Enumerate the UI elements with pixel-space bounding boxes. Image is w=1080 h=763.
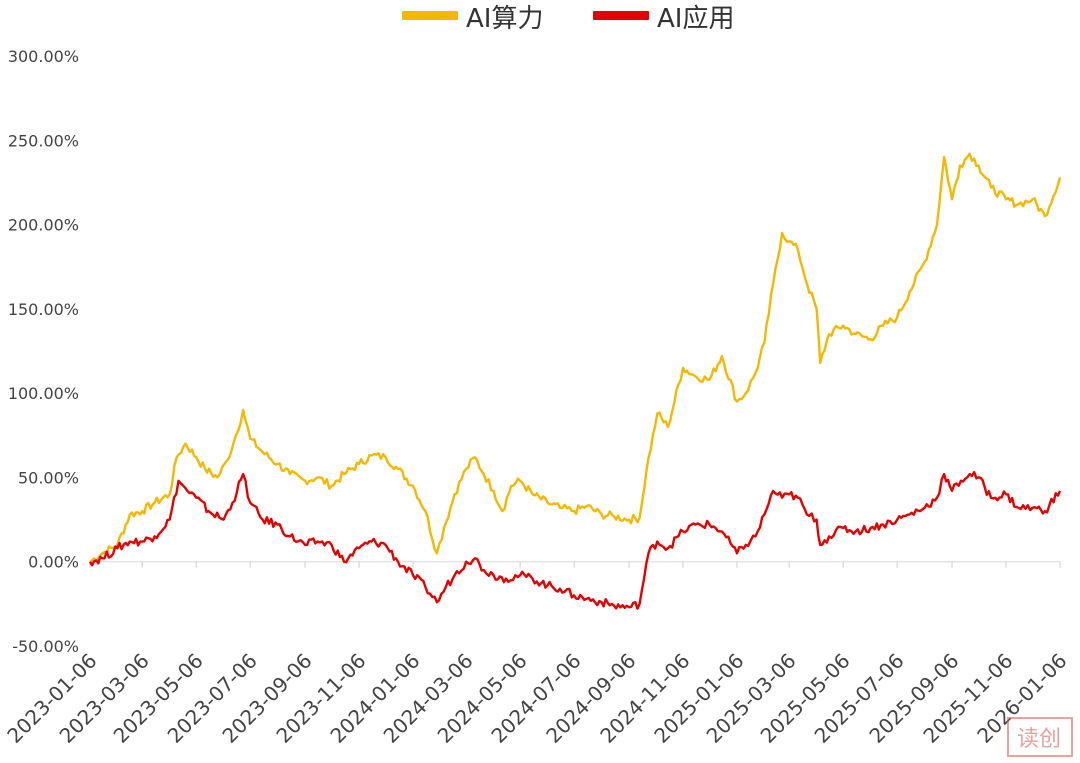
x-axis-ticks: 2023-01-062023-03-062023-05-062023-07-06…: [2, 561, 1072, 748]
legend-swatch-ai-application: [593, 11, 649, 20]
legend-swatch-ai-compute: [402, 11, 458, 20]
legend-item-ai-compute[interactable]: AI算力: [402, 4, 543, 34]
y-tick-label: 250.00%: [8, 131, 79, 150]
y-axis-ticks: 300.00% 250.00% 200.00% 150.00% 100.00% 50.00…: [8, 47, 79, 656]
legend-label-ai-application: AI应用: [657, 4, 734, 34]
y-tick-label: 300.00%: [8, 47, 79, 66]
y-tick-label: 0.00%: [28, 553, 79, 572]
legend: AI算力 AI应用: [402, 4, 734, 34]
series-line-ai-application: [88, 470, 1062, 610]
series-line-ai-compute: [89, 152, 1062, 563]
y-tick-label: 200.00%: [8, 216, 79, 235]
legend-item-ai-application[interactable]: AI应用: [593, 4, 734, 34]
y-tick-label: 50.00%: [18, 468, 79, 487]
y-tick-label: -50.00%: [12, 637, 79, 656]
y-tick-label: 100.00%: [8, 384, 79, 403]
y-tick-label: 150.00%: [8, 300, 79, 319]
watermark-stamp: 读创: [1007, 717, 1073, 757]
series-lines: [88, 152, 1062, 610]
legend-label-ai-compute: AI算力: [466, 4, 543, 34]
watermark-text: 读创: [1017, 727, 1061, 752]
